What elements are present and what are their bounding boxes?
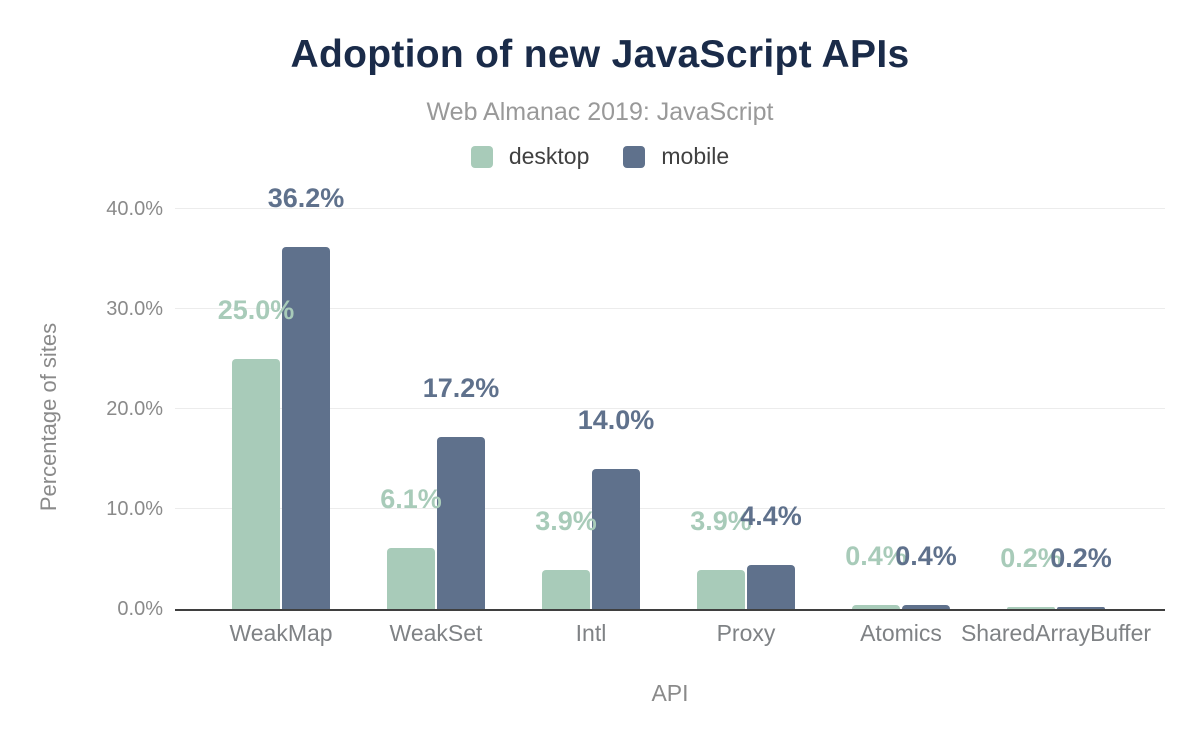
bar-value-label-mobile-sharedarraybuffer: 0.2% [1050,543,1112,573]
bar-value-label-mobile-weakset: 17.2% [422,373,500,403]
bar-value-label-mobile-weakmap: 36.2% [267,183,345,213]
gridline-40 [175,208,1165,209]
bar-value-label-desktop-atomics: 0.4% [845,541,907,571]
x-axis-line [175,609,1165,611]
bar-desktop-sharedarraybuffer [1007,607,1055,609]
y-tick-label-40: 40.0% [106,198,163,220]
chart-subtitle: Web Almanac 2019: JavaScript [426,98,774,126]
x-axis-title: API [651,680,689,706]
bar-desktop-weakmap [232,359,280,609]
bar-value-label-desktop-weakmap: 25.0% [217,295,295,325]
chart-title: Adoption of new JavaScript APIs [290,33,910,76]
bar-mobile-atomics [902,605,950,609]
x-tick-label-weakset: WeakSet [389,620,483,646]
legend-label-mobile: mobile [661,143,730,169]
legend-label-desktop: desktop [508,143,590,169]
bar-mobile-intl [592,469,640,609]
y-tick-label-30: 30.0% [106,298,163,320]
bar-value-label-mobile-intl: 14.0% [577,405,655,435]
x-tick-label-proxy: Proxy [716,620,776,646]
legend: desktop mobile [0,143,1200,170]
gridline-30 [175,308,1165,309]
x-tick-label-atomics: Atomics [860,620,942,646]
bar-desktop-atomics [852,605,900,609]
gridline-20 [175,408,1165,409]
bar-desktop-proxy [697,570,745,609]
gridline-10 [175,508,1165,509]
bar-value-label-desktop-sharedarraybuffer: 0.2% [1000,543,1062,573]
bar-value-label-desktop-weakset: 6.1% [380,484,442,514]
bar-value-label-desktop-intl: 3.9% [535,506,597,536]
y-tick-label-0: 0.0% [117,598,163,620]
bar-value-label-mobile-atomics: 0.4% [895,541,957,571]
bar-value-label-desktop-proxy: 3.9% [690,506,752,536]
bar-mobile-weakmap [282,247,330,609]
bar-desktop-intl [542,570,590,609]
y-tick-label-20: 20.0% [106,398,163,420]
bar-value-label-mobile-proxy: 4.4% [740,501,802,531]
legend-item-desktop: desktop [470,143,590,170]
x-tick-label-sharedarraybuffer: SharedArrayBuffer [960,620,1152,646]
mobile-series-swatch [623,145,646,168]
bar-mobile-sharedarraybuffer [1057,607,1105,609]
bar-mobile-weakset [437,437,485,609]
bar-desktop-weakset [387,548,435,609]
y-tick-label-10: 10.0% [106,498,163,520]
legend-item-mobile: mobile [623,143,729,170]
desktop-series-swatch [470,145,493,168]
x-tick-label-weakmap: WeakMap [229,620,333,646]
x-tick-label-intl: Intl [575,620,607,646]
bar-mobile-proxy [747,565,795,609]
